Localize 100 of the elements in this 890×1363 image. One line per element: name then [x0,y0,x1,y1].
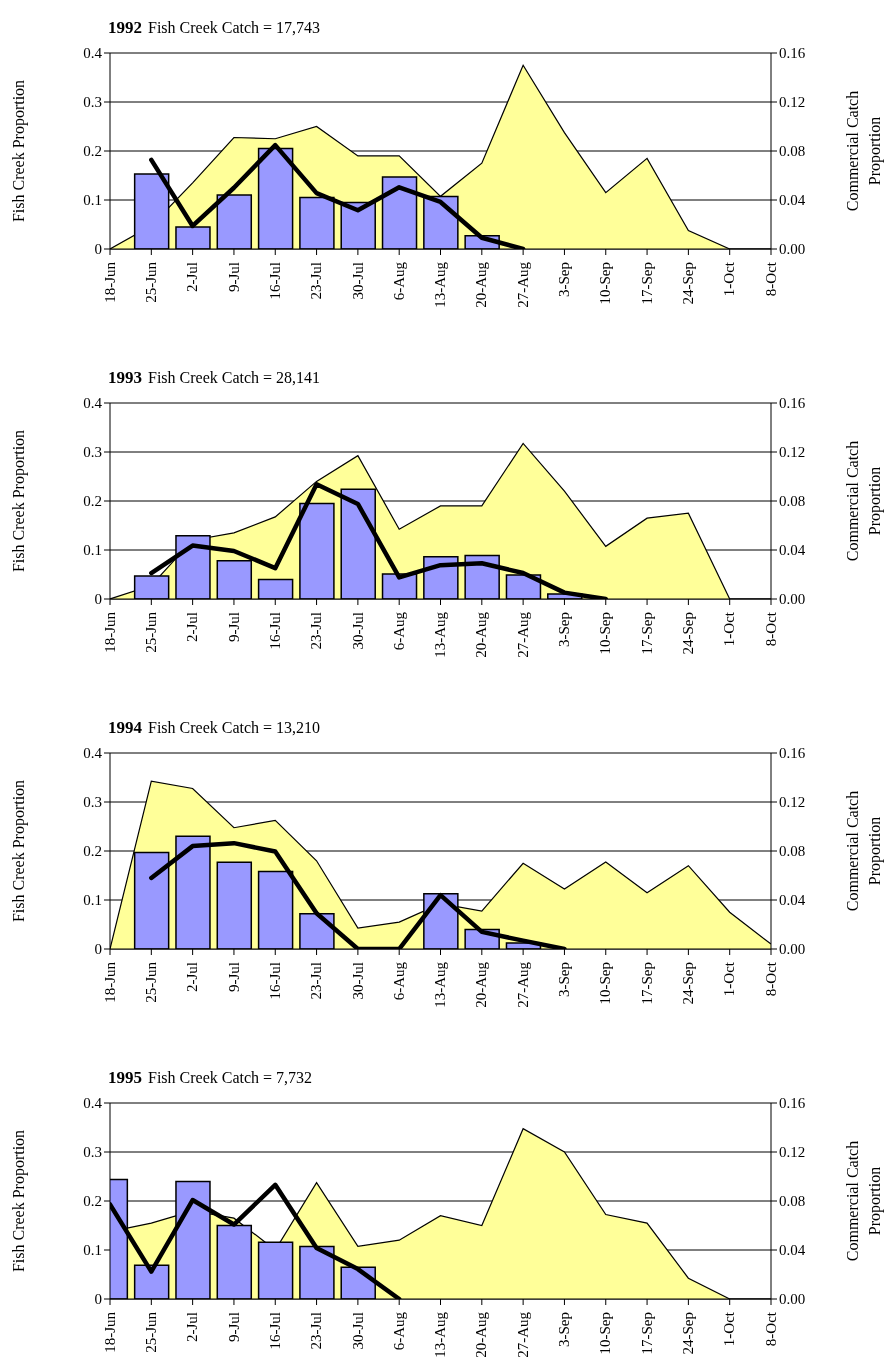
x-tick-label: 20-Aug [473,261,490,308]
x-tick-label: 18-Jun [101,261,118,303]
x-tick-label: 3-Sep [556,962,573,997]
x-tick-label: 3-Sep [556,612,573,647]
x-tick-label: 2-Jul [184,262,201,292]
y2-axis-title: Commercial Catch Proportion [843,90,884,212]
x-tick-label: 27-Aug [514,1311,531,1358]
x-tick-label: 13-Aug [432,611,449,658]
x-tick-label: 2-Jul [184,612,201,642]
y2-axis-title: Commercial Catch Proportion [843,1140,884,1262]
x-tick-label: 3-Sep [556,1312,573,1347]
x-tick-label: 2-Jul [184,1312,201,1342]
x-tick-label: 30-Jul [349,962,366,1000]
y-tick-label: 0.3 [83,1144,102,1161]
y2-tick-label: 0.08 [779,843,806,860]
y-axis-title: Fish Creek Proportion [9,1129,28,1273]
x-tick-label: 8-Oct [762,611,779,647]
x-tick-label: 17-Sep [638,1312,655,1355]
x-tick-label: 25-Jun [142,961,159,1003]
x-tick-label: 16-Jul [266,962,283,1000]
x-tick-label: 10-Sep [597,962,614,1005]
y-tick-label: 0.2 [83,1193,102,1210]
chart-subtitle: Fish Creek Catch = 13,210 [148,719,321,736]
y2-tick-label: 0.16 [779,1095,806,1112]
x-tick-label: 18-Jun [101,611,118,653]
x-tick-label: 20-Aug [473,961,490,1008]
y-tick-label: 0.3 [83,94,102,111]
y2-tick-label: 0.00 [779,1291,806,1308]
y-tick-label: 0.4 [83,745,103,762]
chart-subtitle: Fish Creek Catch = 28,141 [148,369,321,386]
y-tick-label: 0.2 [83,143,102,160]
x-tick-label: 13-Aug [432,261,449,308]
y2-axis-title: Commercial Catch Proportion [843,790,884,912]
y-tick-label: 0.1 [83,192,102,209]
x-tick-label: 9-Jul [225,612,242,642]
x-tick-label: 9-Jul [225,262,242,292]
x-tick-label: 18-Jun [101,1311,118,1353]
x-tick-label: 30-Jul [349,612,366,650]
y2-tick-label: 0.00 [779,591,806,608]
x-tick-label: 25-Jun [142,1311,159,1353]
x-tick-label: 16-Jul [266,1312,283,1350]
y-tick-label: 0.1 [83,542,102,559]
x-tick-label: 23-Jul [308,1312,325,1350]
x-tick-label: 1-Oct [721,261,738,297]
y2-tick-label: 0.04 [779,892,806,909]
x-tick-label: 27-Aug [514,611,531,658]
y-tick-label: 0.3 [83,444,102,461]
x-tick-label: 17-Sep [638,612,655,655]
chart-title: 1993 [108,368,142,387]
x-tick-label: 18-Jun [101,961,118,1003]
y2-tick-label: 0.04 [779,542,806,559]
x-tick-label: 27-Aug [514,261,531,308]
y-tick-label: 0.1 [83,1242,102,1259]
x-tick-label: 10-Sep [597,262,614,305]
x-tick-label: 13-Aug [432,961,449,1008]
x-tick-label: 6-Aug [390,261,407,301]
y-tick-label: 0.1 [83,892,102,909]
y-axis-title: Fish Creek Proportion [9,779,28,923]
x-tick-label: 24-Sep [680,1312,697,1355]
x-tick-label: 1-Oct [721,611,738,647]
x-tick-label: 2-Jul [184,962,201,992]
chart-subtitle: Fish Creek Catch = 17,743 [148,19,321,36]
x-tick-label: 24-Sep [680,962,697,1005]
x-tick-label: 9-Jul [225,1312,242,1342]
x-tick-label: 24-Sep [680,612,697,655]
x-tick-label: 9-Jul [225,962,242,992]
y2-tick-label: 0.16 [779,45,806,62]
x-tick-label: 24-Sep [680,262,697,305]
x-tick-label: 8-Oct [762,961,779,997]
x-tick-label: 3-Sep [556,262,573,297]
x-tick-label: 17-Sep [638,262,655,305]
x-tick-label: 27-Aug [514,961,531,1008]
y-tick-label: 0.4 [83,395,103,412]
x-tick-label: 30-Jul [349,1312,366,1350]
y-tick-label: 0 [94,1291,102,1308]
y-tick-label: 0 [94,591,102,608]
x-tick-label: 13-Aug [432,1311,449,1358]
x-tick-label: 10-Sep [597,612,614,655]
x-tick-label: 30-Jul [349,262,366,300]
y2-tick-label: 0.08 [779,493,806,510]
chart-title: 1995 [108,1068,142,1087]
chart-title: 1994 [108,718,142,737]
y-tick-label: 0.3 [83,794,102,811]
y2-tick-label: 0.08 [779,143,806,160]
x-tick-label: 25-Jun [142,611,159,653]
y-tick-label: 0.2 [83,493,102,510]
y-tick-label: 0.4 [83,1095,103,1112]
y2-tick-label: 0.00 [779,241,806,258]
x-tick-label: 8-Oct [762,261,779,297]
x-tick-label: 16-Jul [266,262,283,300]
y2-tick-label: 0.12 [779,444,806,461]
y-tick-label: 0.2 [83,843,102,860]
y2-tick-label: 0.04 [779,1242,806,1259]
chart-subtitle: Fish Creek Catch = 7,732 [148,1069,313,1086]
x-tick-label: 6-Aug [390,961,407,1001]
y2-tick-label: 0.04 [779,192,806,209]
x-tick-label: 23-Jul [308,262,325,300]
y-tick-label: 0 [94,241,102,258]
x-tick-label: 17-Sep [638,962,655,1005]
x-tick-label: 1-Oct [721,961,738,997]
